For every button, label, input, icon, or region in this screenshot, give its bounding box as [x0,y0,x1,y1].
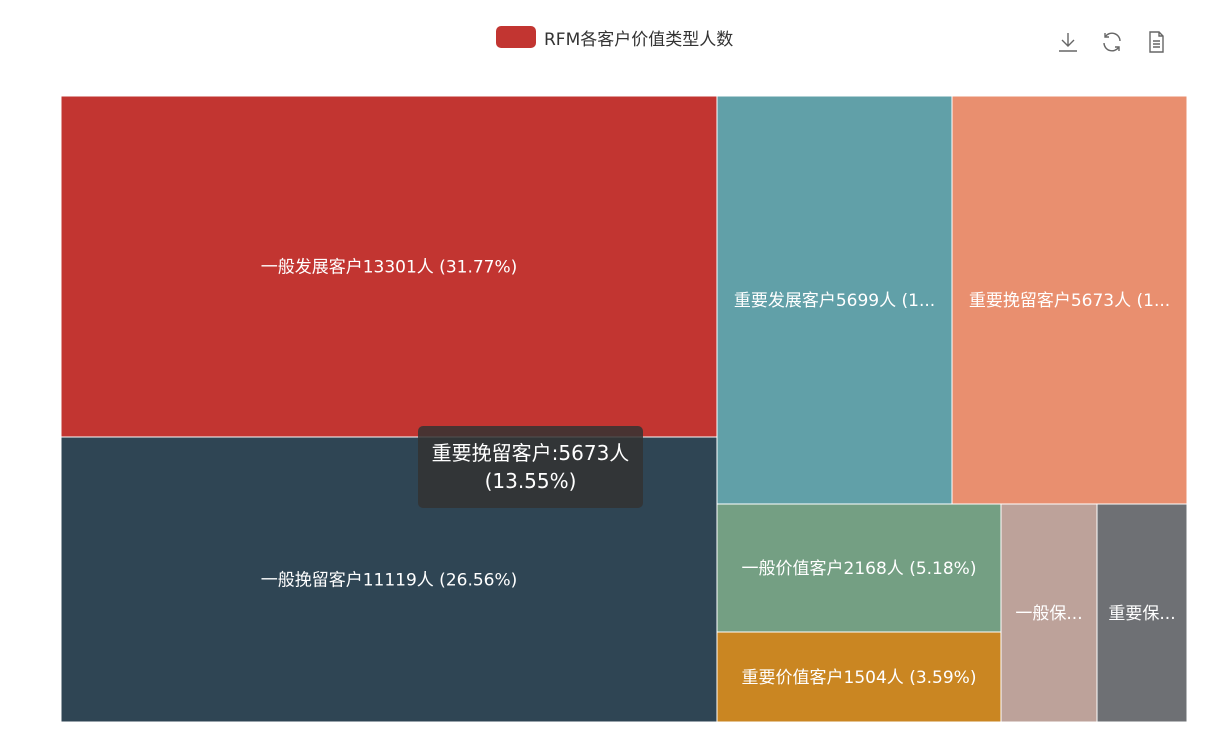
legend-swatch [496,26,536,48]
tooltip-line1: 重要挽留客户:5673人 [431,441,630,465]
treemap-tile-label: 一般发展客户13301人 (31.77%) [261,258,518,278]
treemap-tile[interactable] [716,95,953,505]
treemap-tile[interactable] [1096,503,1188,723]
treemap-tile-label: 重要挽留客户5673人 (1... [969,291,1170,311]
tooltip: 重要挽留客户:5673人 (13.55%) [418,426,643,508]
legend-item[interactable]: RFM各客户价值类型人数 [496,24,733,50]
treemap-tile[interactable] [716,503,1002,633]
treemap-tile-label: 重要保... [1108,604,1175,624]
treemap-tile-label: 一般价值客户2168人 (5.18%) [742,559,977,579]
save-image-button[interactable] [1054,28,1082,56]
treemap-tile-label: 一般挽留客户11119人 (26.56%) [261,571,518,591]
download-icon [1059,33,1077,52]
toolbox [1054,28,1170,56]
restore-button[interactable] [1098,28,1126,56]
refresh-icon [1103,32,1121,52]
treemap-tile[interactable] [1000,503,1098,723]
tooltip-line2: (13.55%) [484,469,577,493]
data-view-icon [1149,31,1164,53]
treemap-tile[interactable] [951,95,1188,505]
legend-label: RFM各客户价值类型人数 [544,29,734,50]
treemap-tile[interactable] [716,631,1002,723]
treemap-tile[interactable] [60,95,718,438]
treemap-tile-label: 重要价值客户1504人 (3.59%) [742,668,977,688]
treemap-tile-label: 重要发展客户5699人 (1... [734,291,935,311]
data-view-button[interactable] [1142,28,1170,56]
treemap-tile-label: 一般保... [1015,604,1082,624]
